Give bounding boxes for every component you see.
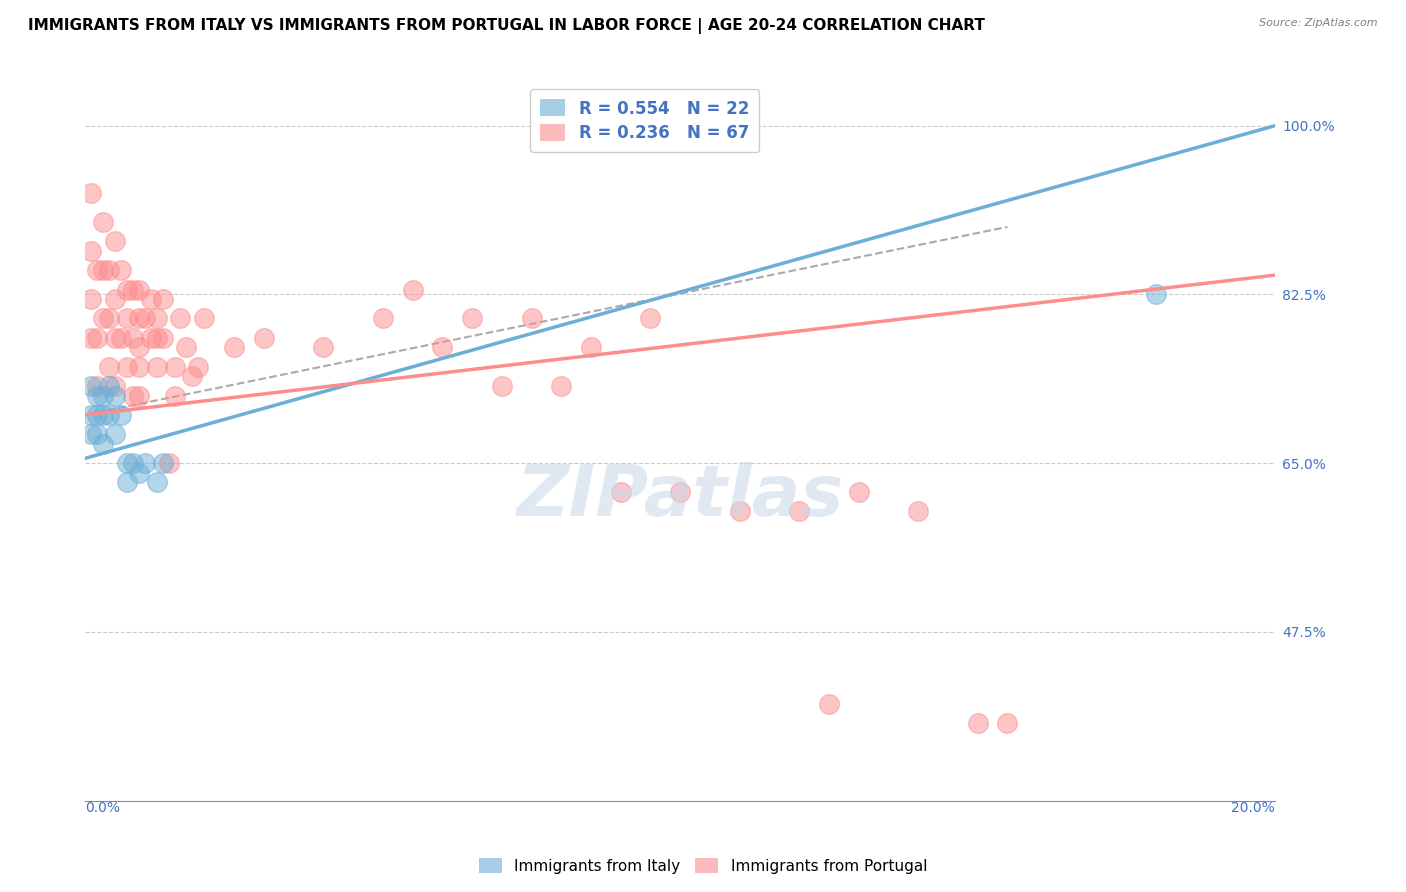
Point	[91, 408, 114, 422]
Point	[91, 389, 114, 403]
Point	[128, 466, 150, 480]
Point	[193, 311, 215, 326]
Point	[966, 716, 988, 731]
Point	[997, 716, 1019, 731]
Point	[128, 359, 150, 374]
Point	[86, 408, 108, 422]
Point	[91, 215, 114, 229]
Point	[134, 456, 156, 470]
Point	[610, 485, 633, 500]
Point	[128, 389, 150, 403]
Point	[104, 235, 127, 249]
Point	[104, 427, 127, 442]
Point	[787, 504, 810, 518]
Point	[432, 340, 454, 354]
Point	[163, 359, 186, 374]
Point	[80, 331, 103, 345]
Point	[80, 186, 103, 201]
Point	[80, 427, 103, 442]
Point	[152, 456, 174, 470]
Point	[520, 311, 543, 326]
Point	[1144, 287, 1167, 301]
Point	[145, 331, 167, 345]
Point	[253, 331, 276, 345]
Point	[157, 456, 180, 470]
Point	[91, 437, 114, 451]
Point	[91, 263, 114, 277]
Point	[139, 331, 162, 345]
Point	[181, 369, 204, 384]
Point	[122, 456, 145, 470]
Point	[169, 311, 191, 326]
Point	[104, 389, 127, 403]
Point	[312, 340, 335, 354]
Point	[104, 379, 127, 393]
Point	[91, 311, 114, 326]
Point	[98, 311, 121, 326]
Point	[371, 311, 394, 326]
Point	[152, 331, 174, 345]
Point	[128, 311, 150, 326]
Point	[110, 408, 132, 422]
Point	[907, 504, 929, 518]
Point	[640, 311, 662, 326]
Point	[491, 379, 513, 393]
Point	[98, 408, 121, 422]
Point	[145, 311, 167, 326]
Point	[80, 244, 103, 258]
Point	[163, 389, 186, 403]
Legend: R = 0.554   N = 22, R = 0.236   N = 67: R = 0.554 N = 22, R = 0.236 N = 67	[530, 89, 759, 153]
Point	[145, 359, 167, 374]
Point	[110, 331, 132, 345]
Point	[110, 263, 132, 277]
Point	[86, 427, 108, 442]
Point	[128, 283, 150, 297]
Text: 0.0%: 0.0%	[86, 800, 121, 814]
Point	[134, 311, 156, 326]
Point	[115, 475, 138, 490]
Point	[550, 379, 572, 393]
Point	[152, 292, 174, 306]
Point	[139, 292, 162, 306]
Point	[104, 292, 127, 306]
Point	[122, 283, 145, 297]
Point	[401, 283, 423, 297]
Point	[86, 389, 108, 403]
Point	[579, 340, 602, 354]
Point	[669, 485, 692, 500]
Point	[122, 389, 145, 403]
Text: 20.0%: 20.0%	[1232, 800, 1275, 814]
Point	[176, 340, 198, 354]
Point	[86, 379, 108, 393]
Point	[115, 311, 138, 326]
Text: ZIPatlas: ZIPatlas	[516, 462, 844, 532]
Point	[98, 379, 121, 393]
Point	[80, 292, 103, 306]
Point	[98, 263, 121, 277]
Point	[80, 408, 103, 422]
Point	[122, 331, 145, 345]
Legend: Immigrants from Italy, Immigrants from Portugal: Immigrants from Italy, Immigrants from P…	[472, 852, 934, 880]
Point	[818, 697, 841, 711]
Point	[115, 456, 138, 470]
Point	[115, 359, 138, 374]
Text: IMMIGRANTS FROM ITALY VS IMMIGRANTS FROM PORTUGAL IN LABOR FORCE | AGE 20-24 COR: IMMIGRANTS FROM ITALY VS IMMIGRANTS FROM…	[28, 18, 986, 34]
Point	[80, 379, 103, 393]
Point	[86, 331, 108, 345]
Point	[461, 311, 484, 326]
Point	[222, 340, 245, 354]
Point	[86, 263, 108, 277]
Point	[115, 283, 138, 297]
Point	[104, 331, 127, 345]
Point	[98, 359, 121, 374]
Point	[128, 340, 150, 354]
Point	[848, 485, 870, 500]
Text: Source: ZipAtlas.com: Source: ZipAtlas.com	[1260, 18, 1378, 28]
Point	[145, 475, 167, 490]
Point	[728, 504, 751, 518]
Point	[187, 359, 209, 374]
